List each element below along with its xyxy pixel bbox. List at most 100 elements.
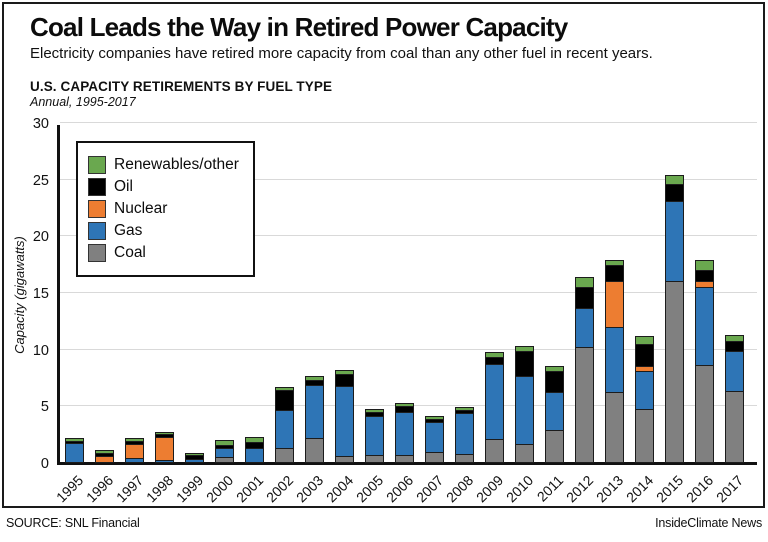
bar-segment-coal-2013 bbox=[604, 390, 624, 464]
bar-segment-coal-2012 bbox=[574, 345, 594, 464]
bar-segment-renewables-2006 bbox=[394, 402, 414, 408]
legend-label: Nuclear bbox=[114, 200, 168, 217]
bar-segment-oil-2004 bbox=[334, 373, 354, 388]
chart-subheading: Annual, 1995-2017 bbox=[30, 95, 136, 109]
y-tick-label: 5 bbox=[40, 399, 49, 416]
legend-label: Gas bbox=[114, 222, 143, 239]
bar-segment-renewables-1995 bbox=[64, 437, 84, 443]
bar-segment-gas-2004 bbox=[334, 385, 354, 458]
bar-segment-coal-2010 bbox=[514, 442, 534, 464]
bar-segment-gas-2002 bbox=[274, 409, 294, 449]
page-title: Coal Leads the Way in Retired Power Capa… bbox=[30, 12, 568, 42]
bar-segment-oil-2013 bbox=[604, 263, 624, 283]
legend-swatch-gas bbox=[88, 222, 106, 240]
bar-segment-renewables-2002 bbox=[274, 387, 294, 391]
bar-segment-nuclear-2016 bbox=[694, 279, 714, 288]
bar-segment-nuclear-1997 bbox=[124, 442, 144, 460]
bar-segment-renewables-2009 bbox=[484, 352, 504, 358]
gridline bbox=[60, 122, 757, 123]
chart-legend: Renewables/other Oil Nuclear Gas Coal bbox=[76, 141, 255, 277]
y-tick-label: 10 bbox=[32, 342, 49, 359]
bar-segment-oil-2010 bbox=[514, 349, 534, 377]
bar-segment-gas-2015 bbox=[664, 199, 684, 282]
bar-segment-renewables-1998 bbox=[154, 431, 174, 436]
bar-segment-renewables-2011 bbox=[544, 365, 564, 372]
bar-segment-oil-2009 bbox=[484, 355, 504, 366]
bar-segment-gas-2013 bbox=[604, 325, 624, 393]
bar-segment-coal-2002 bbox=[274, 446, 294, 464]
bar-segment-gas-2003 bbox=[304, 383, 324, 440]
bar-segment-gas-2012 bbox=[574, 307, 594, 348]
bar-segment-nuclear-2013 bbox=[604, 280, 624, 328]
bar-segment-renewables-1999 bbox=[184, 452, 204, 457]
bar-segment-renewables-2007 bbox=[424, 415, 444, 421]
bar-segment-oil-2000 bbox=[214, 444, 234, 449]
bar-segment-oil-2006 bbox=[394, 404, 414, 414]
publisher-credit: InsideClimate News bbox=[655, 516, 762, 530]
bar-segment-gas-1998 bbox=[154, 459, 174, 463]
legend-swatch-renewables bbox=[88, 156, 106, 174]
bar-segment-oil-2003 bbox=[304, 378, 324, 386]
legend-swatch-oil bbox=[88, 178, 106, 196]
bar-segment-nuclear-1998 bbox=[154, 436, 174, 462]
bar-segment-renewables-2013 bbox=[604, 259, 624, 266]
gridline bbox=[60, 235, 757, 237]
bar-segment-oil-2012 bbox=[574, 285, 594, 310]
bar-segment-coal-2017 bbox=[724, 390, 744, 463]
y-tick-label: 15 bbox=[32, 286, 49, 302]
page-subtitle: Electricity companies have retired more … bbox=[30, 45, 653, 62]
bar-segment-gas-2009 bbox=[484, 362, 504, 440]
bar-segment-renewables-2004 bbox=[334, 370, 354, 376]
bar-segment-oil-1996 bbox=[94, 452, 114, 457]
bar-segment-renewables-2003 bbox=[304, 376, 324, 381]
y-tick-label: 30 bbox=[32, 116, 49, 132]
bar-segment-renewables-2015 bbox=[664, 174, 684, 186]
y-tick-label: 0 bbox=[40, 456, 49, 472]
chart-heading: U.S. CAPACITY RETIREMENTS BY FUEL TYPE bbox=[30, 79, 333, 94]
bar-segment-renewables-2001 bbox=[244, 437, 264, 444]
bar-segment-oil-1995 bbox=[64, 439, 84, 445]
legend-item-coal: Coal bbox=[88, 244, 239, 262]
bar-segment-gas-2008 bbox=[454, 411, 474, 456]
y-tick-label: 20 bbox=[32, 229, 49, 246]
bar-segment-gas-1995 bbox=[64, 442, 84, 463]
bar-segment-nuclear-2014 bbox=[634, 364, 654, 373]
source-credit: SOURCE: SNL Financial bbox=[6, 516, 140, 530]
bar-segment-oil-1998 bbox=[154, 433, 174, 439]
bar-segment-coal-2004 bbox=[334, 455, 354, 463]
bar-segment-gas-2011 bbox=[544, 390, 564, 432]
bar-segment-gas-2001 bbox=[244, 446, 264, 464]
bar-segment-oil-2011 bbox=[544, 369, 564, 393]
bar-segment-coal-2007 bbox=[424, 450, 444, 464]
bar-segment-coal-2008 bbox=[454, 453, 474, 463]
bar-segment-renewables-1997 bbox=[124, 438, 144, 442]
y-tick-label: 25 bbox=[32, 172, 49, 189]
bar-segment-oil-2007 bbox=[424, 417, 444, 424]
bar-segment-oil-1997 bbox=[124, 440, 144, 445]
bar-segment-gas-2005 bbox=[364, 414, 384, 457]
legend-label: Renewables/other bbox=[114, 156, 239, 173]
bar-segment-gas-2014 bbox=[634, 370, 654, 410]
bar-segment-coal-2014 bbox=[634, 407, 654, 464]
gridline bbox=[60, 178, 757, 180]
gridline bbox=[60, 292, 757, 293]
bar-segment-gas-1997 bbox=[124, 457, 144, 463]
legend-item-oil: Oil bbox=[88, 178, 239, 196]
legend-swatch-nuclear bbox=[88, 200, 106, 218]
bar-segment-renewables-2012 bbox=[574, 277, 594, 288]
legend-label: Oil bbox=[114, 178, 133, 195]
bar-segment-gas-2000 bbox=[214, 446, 234, 459]
bar-segment-oil-2015 bbox=[664, 183, 684, 202]
bar-segment-renewables-2014 bbox=[634, 335, 654, 346]
bar-segment-renewables-2010 bbox=[514, 345, 534, 352]
legend-item-gas: Gas bbox=[88, 222, 239, 240]
bar-segment-renewables-2017 bbox=[724, 335, 744, 343]
bar-segment-oil-2016 bbox=[694, 268, 714, 282]
bar-segment-coal-2005 bbox=[364, 454, 384, 463]
bar-segment-oil-1999 bbox=[184, 454, 204, 460]
bar-segment-coal-2003 bbox=[304, 437, 324, 463]
bar-segment-renewables-2016 bbox=[694, 259, 714, 271]
bar-segment-gas-2007 bbox=[424, 421, 444, 453]
bar-segment-coal-2009 bbox=[484, 437, 504, 464]
